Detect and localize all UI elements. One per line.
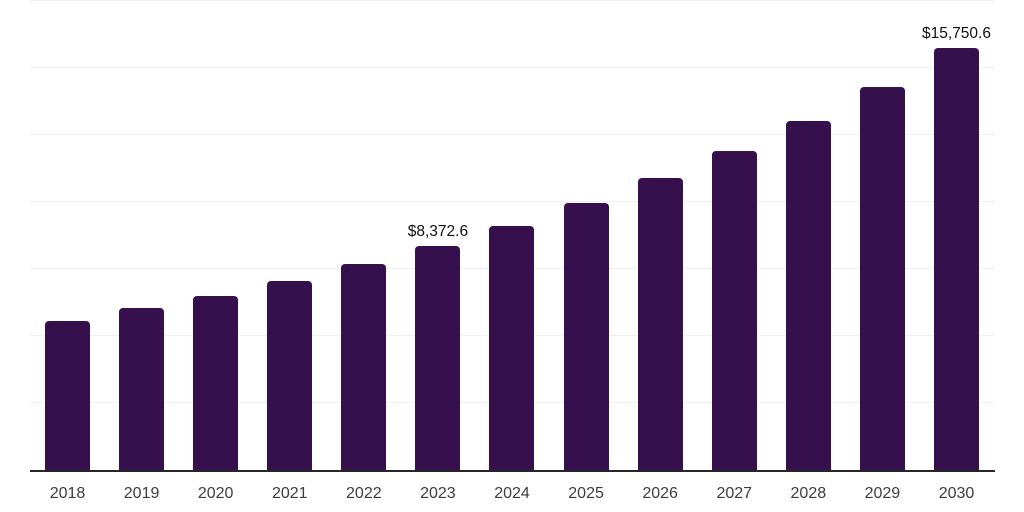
x-tick-2018: 2018 — [49, 485, 86, 502]
x-tick-2025: 2025 — [568, 485, 604, 502]
bar-2030 — [933, 47, 979, 470]
bar-2023 — [415, 245, 461, 470]
x-tick-2028: 2028 — [790, 485, 827, 502]
gridline-12500 — [30, 134, 995, 135]
bar-2026 — [637, 177, 683, 470]
bar-2021 — [267, 281, 313, 470]
bar-2028 — [785, 121, 831, 470]
bar-2029 — [859, 87, 905, 470]
value-label-2030: $15,750.6 — [922, 24, 991, 42]
gridline-10000 — [30, 201, 995, 202]
x-tick-2020: 2020 — [197, 485, 234, 502]
bar-2024 — [489, 226, 535, 470]
bar-2022 — [341, 263, 387, 470]
x-tick-2029: 2029 — [864, 485, 901, 502]
bar-2018 — [45, 321, 90, 470]
x-tick-2021: 2021 — [271, 485, 308, 502]
x-tick-2026: 2026 — [642, 485, 678, 502]
value-label-2023: $8,372.6 — [407, 222, 469, 240]
x-tick-2023: 2023 — [420, 485, 456, 502]
x-tick-2022: 2022 — [346, 485, 382, 502]
x-tick-2030: 2030 — [938, 485, 975, 502]
bar-2025 — [563, 203, 609, 470]
x-tick-2027: 2027 — [716, 485, 753, 502]
x-tick-2019: 2019 — [123, 485, 160, 502]
bar-2019 — [119, 308, 165, 470]
x-axis-line — [30, 470, 995, 472]
bar-2020 — [193, 296, 239, 470]
gridline-17500 — [30, 0, 995, 1]
gridline-15000 — [30, 67, 995, 68]
bar-2027 — [711, 151, 757, 470]
x-tick-2024: 2024 — [494, 485, 530, 502]
